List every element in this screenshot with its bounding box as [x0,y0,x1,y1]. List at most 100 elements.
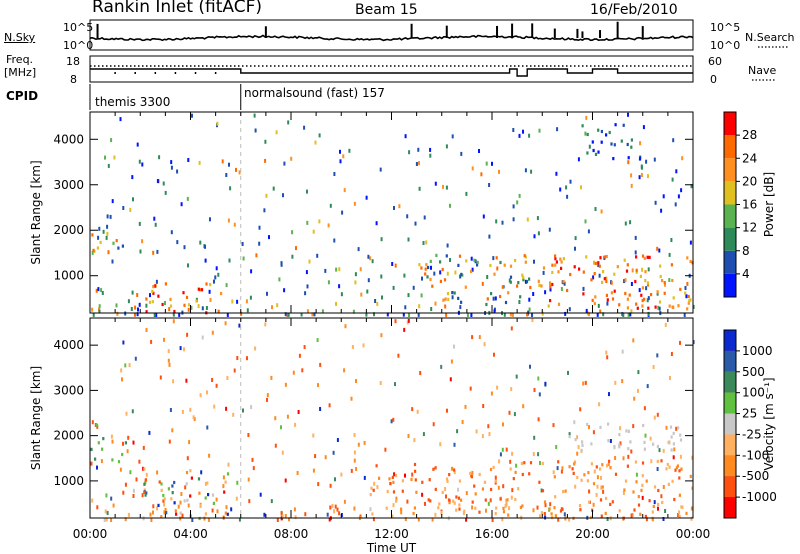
echo-pixel [149,512,152,517]
echo-pixel [284,478,287,483]
echo-pixel [207,517,210,522]
x-tick-label: 00:00 [73,527,108,541]
echo-pixel [385,506,388,510]
echo-pixel [662,485,665,489]
echo-pixel [440,510,443,515]
echo-pixel [393,206,395,210]
echo-pixel [581,124,584,128]
echo-pixel [145,472,148,477]
echo-pixel [152,291,155,295]
echo-pixel [488,183,491,187]
echo-pixel [136,312,139,317]
echo-pixel [223,490,226,494]
y-axis-label: Slant Range [km] [29,160,43,264]
echo-pixel [591,140,594,144]
echo-pixel [176,240,179,245]
echo-pixel [497,485,500,490]
echo-pixel [552,470,555,475]
echo-pixel [663,281,666,285]
echo-pixel [648,255,651,259]
echo-pixel [180,202,183,207]
echo-pixel [455,495,458,499]
echo-pixel [129,208,132,212]
echo-pixel [523,254,526,258]
colorbar-segment [724,227,736,251]
echo-pixel [355,467,358,471]
echo-pixel [367,254,370,259]
echo-pixel [177,504,180,509]
echo-pixel [453,501,456,505]
echo-pixel [530,169,533,174]
echo-pixel [544,290,547,295]
echo-pixel [677,194,680,199]
echo-pixel [661,500,664,505]
echo-pixel [486,297,489,301]
echo-pixel [236,356,239,360]
echo-pixel [645,517,648,522]
echo-pixel [343,499,346,504]
echo-pixel [634,279,637,284]
echo-pixel [163,510,166,515]
echo-pixel [482,214,485,219]
nsky-tick-bottom-right: 10^0 [710,39,741,52]
echo-pixel [660,459,663,463]
echo-pixel [587,229,590,234]
colorbar-segment [724,476,736,498]
echo-pixel [360,292,363,297]
echo-pixel [287,120,290,125]
echo-pixel [176,169,179,174]
colorbar-tick-label: 4 [742,267,750,281]
echo-pixel [107,250,110,255]
echo-pixel [451,291,454,295]
echo-pixel [333,238,336,243]
echo-pixel [498,459,501,464]
echo-pixel [638,157,642,161]
echo-pixel [207,493,210,497]
echo-pixel [136,142,139,147]
echo-pixel [647,311,650,316]
y-tick-label: 1000 [53,474,84,488]
echo-pixel [233,222,236,227]
echo-pixel [446,243,449,248]
echo-pixel [428,478,431,482]
echo-pixel [692,340,695,345]
echo-pixel [661,279,664,283]
nsky-label: N.Sky [4,31,36,44]
echo-pixel [664,322,667,327]
echo-pixel [581,440,584,444]
echo-pixel [565,185,568,190]
echo-pixel [334,477,336,482]
echo-pixel [554,495,557,499]
echo-pixel [502,510,506,514]
echo-pixel [512,477,515,481]
echo-pixel [335,267,338,272]
echo-pixel [164,190,167,195]
echo-pixel [351,345,354,349]
echo-pixel [160,488,163,492]
echo-pixel [487,501,490,506]
echo-pixel [286,414,289,419]
echo-pixel [424,501,426,506]
echo-pixel [672,455,675,460]
freq-trace [90,68,693,77]
echo-pixel [99,240,102,244]
colorbar-segment [724,158,736,182]
echo-pixel [587,471,590,475]
echo-pixel [647,267,650,272]
echo-pixel [492,465,495,469]
y-tick-label: 4000 [53,132,84,146]
echo-pixel [132,197,134,202]
x-tick-label: 08:00 [274,527,309,541]
echo-pixel [404,305,407,310]
echo-pixel [213,404,216,409]
echo-pixel [478,149,480,153]
echo-pixel [100,459,103,464]
echo-pixel [633,396,636,401]
echo-pixel [414,221,417,226]
echo-pixel [554,257,557,261]
echo-pixel [576,451,579,456]
echo-pixel [465,517,468,522]
echo-pixel [205,282,208,286]
echo-pixel [491,161,493,166]
